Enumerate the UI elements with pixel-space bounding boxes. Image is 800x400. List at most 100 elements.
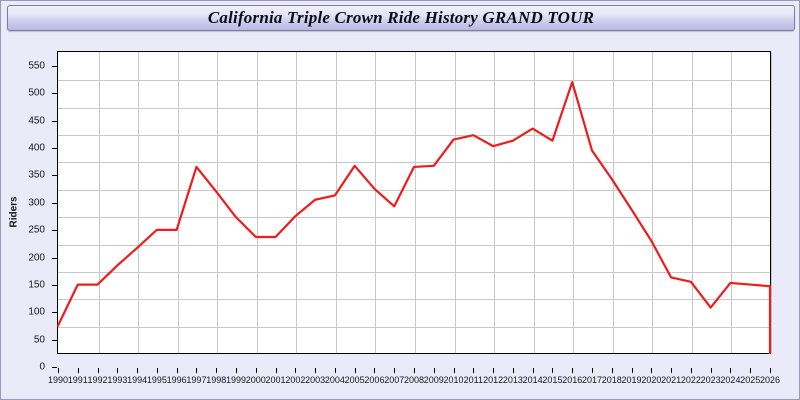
y-axis-tick-mark (52, 257, 57, 259)
data-line (56, 81, 772, 355)
x-axis-tick-mark (97, 368, 99, 373)
x-axis-tick-mark (592, 368, 593, 373)
x-axis-tick-label: 1998 (206, 375, 227, 385)
x-axis-tick-label: 1999 (225, 375, 247, 385)
x-axis-tick-label: 2024 (720, 375, 741, 385)
x-axis-tick-mark (512, 368, 514, 373)
gridline-vertical (296, 52, 298, 353)
x-axis-tick-mark (334, 368, 336, 373)
x-axis-tick-mark (671, 368, 673, 373)
gridline-vertical (454, 52, 456, 353)
y-axis-tick-label: 50 (33, 334, 45, 346)
x-axis-tick-mark (295, 368, 297, 373)
x-axis-tick-mark (275, 368, 277, 373)
x-axis-tick-label: 2023 (700, 375, 721, 385)
y-axis-tick-mark (52, 312, 57, 314)
y-axis-tick-label: 150 (28, 279, 45, 291)
y-axis-tick-mark (52, 339, 57, 341)
x-axis-tick-label: 2015 (542, 375, 563, 385)
x-axis-tick-mark (651, 368, 653, 373)
x-axis-tick-label: 2022 (680, 375, 701, 385)
gridline-vertical (494, 52, 496, 353)
x-axis-tick-label: 2017 (581, 375, 603, 385)
x-axis-tick-mark (176, 368, 178, 373)
x-axis-tick-label: 2020 (641, 375, 662, 385)
x-axis-tick-mark (631, 368, 633, 373)
y-axis-tick-label: 250 (28, 224, 45, 236)
gridline-horizontal (58, 135, 770, 137)
x-axis-tick-mark (156, 368, 158, 373)
gridline-vertical (731, 52, 733, 353)
x-axis-tick-mark (730, 368, 732, 373)
x-axis-tick-label: 1996 (166, 375, 187, 385)
gridline-vertical (335, 52, 337, 353)
x-axis-tick-mark (77, 368, 79, 373)
x-axis-tick-label: 2005 (344, 375, 365, 385)
x-axis-tick-mark (690, 368, 692, 373)
x-axis-tick-label: 2013 (502, 375, 523, 385)
window-title-bar: California Triple Crown Ride History GRA… (7, 5, 795, 31)
x-axis-tick-label: 2007 (384, 375, 405, 385)
gridline-horizontal (58, 107, 770, 109)
x-axis-tick-mark (611, 368, 613, 373)
chart-canvas: Riders 0 50 100 150 200 250 300 350 400 450 500 550… (1, 37, 799, 399)
x-axis-tick-mark (710, 368, 712, 373)
y-axis-tick-label: 350 (28, 169, 45, 181)
gridline-horizontal (58, 326, 770, 328)
x-axis-tick-mark (473, 368, 475, 373)
x-axis-tick-label: 1995 (146, 375, 167, 385)
y-axis-tick-label: 500 (28, 87, 45, 99)
y-axis-tick-mark (52, 175, 57, 177)
gridline-vertical (138, 52, 140, 353)
y-axis-tick-mark (52, 66, 57, 67)
gridline-vertical (533, 52, 535, 353)
x-axis-tick-label: 1990 (47, 375, 69, 385)
gridline-vertical (98, 52, 100, 353)
x-axis-tick-label: 1997 (186, 375, 207, 385)
x-axis-tick-mark (532, 368, 534, 373)
x-axis-tick-mark (117, 368, 119, 373)
x-axis-tick-mark (552, 368, 554, 373)
x-axis-tick-label: 2011 (463, 375, 484, 385)
y-axis-tick-mark (52, 284, 57, 286)
x-axis-tick-label: 2019 (621, 375, 642, 385)
gridline-vertical (177, 52, 179, 353)
x-axis-tick-mark (58, 368, 59, 373)
y-axis-tick-label: 300 (28, 197, 45, 209)
gridline-horizontal (58, 271, 770, 273)
gridline-horizontal (58, 80, 770, 82)
x-axis-tick-mark (196, 368, 198, 373)
x-axis-tick-label: 1991 (67, 375, 88, 385)
y-axis-tick-label: 400 (28, 142, 45, 154)
x-axis-tick-mark (572, 368, 574, 373)
gridline-horizontal (58, 244, 770, 246)
x-axis-tick-mark (493, 368, 495, 373)
gridline-vertical (652, 52, 654, 353)
x-axis-tick-label: 2016 (562, 375, 583, 385)
plot-area (57, 51, 772, 354)
y-axis-tick-label: 200 (28, 252, 45, 264)
x-axis-tick-mark (394, 368, 396, 373)
y-axis-tick-label: 100 (28, 306, 45, 318)
gridline-horizontal (58, 299, 770, 301)
y-axis-tick-mark (52, 202, 57, 204)
x-axis-tick-mark (216, 368, 218, 373)
x-axis-tick-mark (374, 368, 376, 373)
gridline-vertical (375, 52, 377, 353)
x-axis-tick-label: 2018 (601, 375, 622, 385)
x-axis-tick-mark (137, 368, 139, 373)
gridline-vertical (612, 52, 614, 353)
y-axis-tick-mark (52, 148, 57, 150)
gridline-horizontal (58, 189, 770, 191)
gridline-vertical (256, 52, 258, 353)
x-axis-tick-label: 2006 (364, 375, 385, 385)
plot-wrapper: 0 50 100 150 200 250 300 350 400 450 500 550 1990 199… (28, 51, 780, 385)
gridline-horizontal (58, 162, 770, 164)
x-axis-tick-label: 2012 (483, 375, 504, 385)
x-axis-tick-label: 2009 (423, 375, 444, 385)
gridline-vertical (691, 52, 693, 353)
x-axis-tick-mark (770, 368, 771, 373)
gridline-vertical (573, 52, 575, 353)
y-axis-tick-label: 0 (39, 361, 45, 373)
